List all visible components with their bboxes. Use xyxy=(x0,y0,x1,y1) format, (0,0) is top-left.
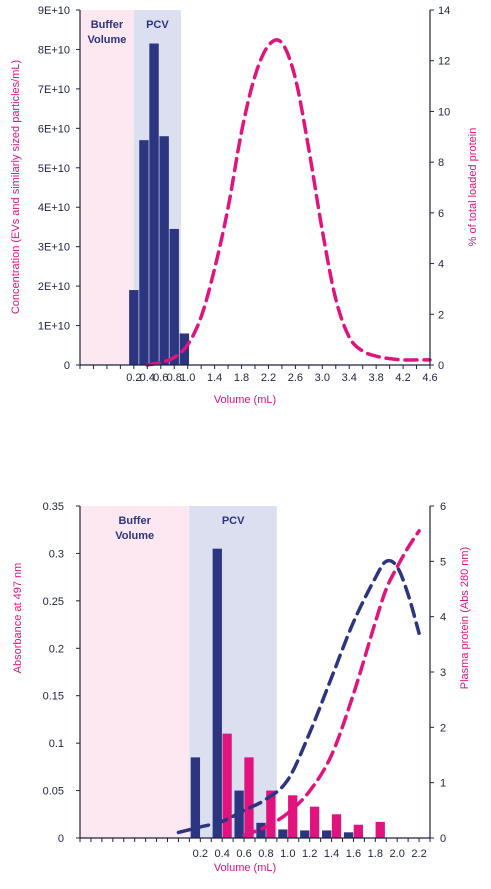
bar-series1-3 xyxy=(256,822,266,838)
y-tick-label-1: 0.05 xyxy=(43,786,64,798)
y-tick-label-9: 9E+10 xyxy=(38,5,70,17)
region-label-pcv: PCV xyxy=(222,515,245,527)
y-tick-label-8: 8E+10 xyxy=(38,44,70,56)
bar-series1-6 xyxy=(321,830,332,838)
y-axis-title: Concentration (EVs and similarly sized p… xyxy=(10,60,22,314)
dashed-line-series3 xyxy=(176,558,421,835)
x-tick-label-11: 3.8 xyxy=(369,372,384,384)
y-tick-label-3: 0.15 xyxy=(43,691,64,703)
x-tick-label-5: 1.2 xyxy=(302,848,317,860)
bar-series1-4 xyxy=(169,228,179,365)
bar-series2-3 xyxy=(266,790,276,838)
region-pcv xyxy=(189,506,277,838)
x-axis-title: Volume (mL) xyxy=(214,862,276,874)
region-buffer xyxy=(80,506,190,838)
y-tick-label-6: 0.3 xyxy=(49,548,64,560)
chart-2: Buffer VolumePCV00.050.10.150.20.250.30.3… xyxy=(12,501,471,874)
y2-axis-title: % of total loaded protein xyxy=(467,128,479,247)
bar-series2-2 xyxy=(244,757,254,838)
x-axis-title: Volume (mL) xyxy=(214,394,276,406)
y-tick-label-0: 0 xyxy=(64,360,70,372)
x-tick-label-4: 1.0 xyxy=(180,372,195,384)
bar-series1-0 xyxy=(190,757,201,838)
region-label-buffer: Buffer Volume xyxy=(115,515,154,542)
x-tick-label-4: 1.0 xyxy=(280,848,295,860)
y-tick-label-3: 3E+10 xyxy=(38,242,70,254)
bar-series1-1 xyxy=(139,140,149,365)
x-tick-label-3: 0.8 xyxy=(167,372,182,384)
dashed-line-series2 xyxy=(145,38,432,367)
x-tick-label-10: 2.2 xyxy=(411,848,426,860)
y2-tick-label-0: 0 xyxy=(438,360,444,372)
bar-series1-5 xyxy=(300,830,310,838)
region-label-pcv: PCV xyxy=(146,19,169,31)
y-tick-label-5: 0.25 xyxy=(43,596,64,608)
x-tick-label-13: 4.6 xyxy=(422,372,437,384)
x-tick-label-3: 0.8 xyxy=(258,848,273,860)
y-tick-label-4: 4E+10 xyxy=(38,202,70,214)
y-tick-label-6: 6E+10 xyxy=(38,123,70,135)
x-tick-label-12: 4.2 xyxy=(395,372,410,384)
y2-tick-label-0: 0 xyxy=(440,833,446,845)
x-tick-label-2: 0.6 xyxy=(153,372,168,384)
y2-tick-label-1: 2 xyxy=(438,309,444,321)
x-tick-label-6: 1.4 xyxy=(324,848,339,860)
y2-tick-label-2: 2 xyxy=(440,722,446,734)
bar-series2-4 xyxy=(288,795,298,838)
y-tick-label-4: 0.2 xyxy=(49,643,64,655)
x-tick-label-0: 0.2 xyxy=(126,372,141,384)
y2-tick-label-5: 10 xyxy=(438,106,450,118)
y-tick-label-7: 7E+10 xyxy=(38,84,70,96)
x-tick-label-9: 3.0 xyxy=(315,372,330,384)
x-tick-label-8: 1.8 xyxy=(368,848,383,860)
y-tick-label-2: 0.1 xyxy=(49,738,64,750)
y-tick-label-2: 2E+10 xyxy=(38,281,70,293)
chart-1: Buffer Volume PCV 0 1E+10 2E+10 3E+10 4E+10 5E+1… xyxy=(10,5,479,406)
bar-series1-1 xyxy=(212,548,222,838)
x-tick-label-2: 0.6 xyxy=(236,848,251,860)
y-tick-label-7: 0.35 xyxy=(43,501,64,513)
y2-axis-title: Plasma protein (Abs 280 nm) xyxy=(459,547,471,689)
y2-tick-label-2: 4 xyxy=(438,259,444,271)
y2-tick-label-1: 1 xyxy=(440,778,446,790)
x-tick-label-5: 1.4 xyxy=(207,372,222,384)
bar-series2-1 xyxy=(222,733,232,838)
x-tick-label-10: 3.4 xyxy=(342,372,357,384)
x-tick-label-6: 1.8 xyxy=(234,372,249,384)
y-tick-label-5: 5E+10 xyxy=(38,163,70,175)
y2-tick-label-4: 8 xyxy=(438,157,444,169)
region-buffer xyxy=(80,10,134,365)
bar-series1-0 xyxy=(129,290,139,365)
y2-tick-label-7: 14 xyxy=(438,5,450,17)
y2-tick-label-6: 12 xyxy=(438,56,450,68)
x-tick-label-0: 0.2 xyxy=(193,848,208,860)
bar-series1-7 xyxy=(343,832,354,838)
y2-tick-label-4: 4 xyxy=(440,612,446,624)
y2-tick-label-6: 6 xyxy=(440,501,446,513)
bar-series2-6 xyxy=(331,814,342,838)
x-tick-label-7: 1.6 xyxy=(346,848,361,860)
x-tick-label-9: 2.0 xyxy=(390,848,405,860)
region-label-buffer: Buffer Volume xyxy=(87,19,126,46)
y-tick-label-0: 0 xyxy=(58,833,64,845)
bar-series1-2 xyxy=(149,43,159,366)
bar-series2-7 xyxy=(353,824,364,838)
y-tick-label-1: 1E+10 xyxy=(38,321,70,333)
x-tick-label-1: 0.4 xyxy=(215,848,230,860)
dashed-line-series4 xyxy=(242,529,421,837)
x-tick-label-1: 0.4 xyxy=(140,372,155,384)
bar-series1-3 xyxy=(159,136,169,365)
bar-series1-4 xyxy=(278,829,288,838)
bar-series2-5 xyxy=(309,806,320,838)
bar-series2-8 xyxy=(375,821,385,838)
x-tick-label-8: 2.6 xyxy=(288,372,303,384)
y2-tick-label-3: 6 xyxy=(438,208,444,220)
y2-tick-label-5: 5 xyxy=(440,556,446,568)
y-axis-title: Absorbance at 497 nm xyxy=(12,563,24,674)
y2-tick-label-3: 3 xyxy=(440,667,446,679)
x-tick-label-7: 2.2 xyxy=(261,372,276,384)
